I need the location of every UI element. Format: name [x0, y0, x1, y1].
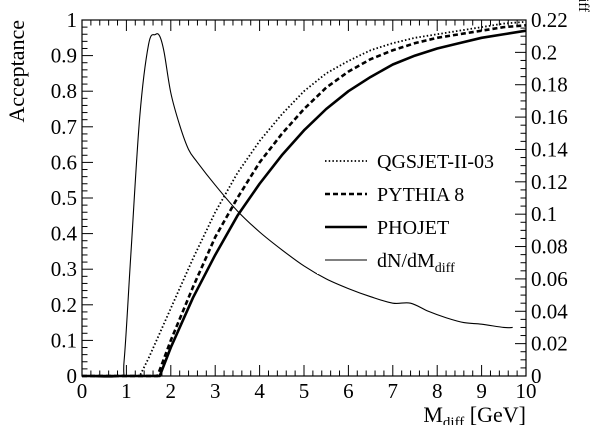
series-line-3	[81, 33, 513, 378]
y-tick-label: 0.4	[51, 222, 78, 246]
y2-tick-label: 0.14	[531, 137, 568, 161]
y-tick-label: 0.3	[51, 257, 77, 281]
series-line-2	[82, 29, 527, 378]
y-tick-label: 0.7	[51, 115, 77, 139]
y2-tick-label: 0.1	[531, 202, 557, 226]
legend-label-sub: diff	[435, 261, 455, 276]
x-axis-label-unit: [GeV]	[464, 402, 526, 425]
x-tick-label: 0	[77, 379, 88, 403]
y-tick-label: 0.8	[51, 79, 77, 103]
x-tick-label: 4	[254, 379, 265, 403]
y2-tick-label: 0	[531, 364, 542, 388]
x-tick-label: 2	[166, 379, 177, 403]
x-tick-label: 3	[210, 379, 221, 403]
y2-tick-label: 0.18	[531, 73, 568, 97]
y-tick-label: 0.2	[51, 293, 77, 317]
legend-label-main: PHOJET	[377, 217, 449, 239]
y2-axis-label: dN/dMdiff	[575, 0, 604, 12]
x-tick-label: 10	[516, 379, 537, 403]
y-tick-label: 0	[67, 364, 78, 388]
y-axis-label: Acceptance	[4, 20, 29, 123]
x-tick-label: 8	[432, 379, 443, 403]
y2-tick-label: 0.04	[531, 299, 568, 323]
legend-label-3: dN/dMdiff	[377, 250, 455, 276]
y2-tick-label: 0.02	[531, 332, 568, 356]
series-line-0	[82, 20, 527, 377]
legend-box	[317, 143, 505, 274]
x-tick-label: 5	[299, 379, 310, 403]
legend-label-main: PYTHIA 8	[377, 184, 464, 206]
y-tick-label: 1	[67, 8, 78, 32]
legend-label-2: PHOJET	[377, 217, 449, 239]
legend-label-main: dN/dM	[377, 250, 435, 272]
y-tick-label: 0.5	[51, 186, 77, 210]
series-line-1	[82, 24, 527, 378]
x-tick-label: 6	[343, 379, 354, 403]
y2-tick-label: 0.16	[531, 105, 568, 129]
legend-label-0: QGSJET-II-03	[377, 151, 494, 173]
x-axis-label-sub: diff	[443, 415, 464, 425]
legend-label-main: QGSJET-II-03	[377, 151, 494, 173]
x-tick-label: 7	[388, 379, 399, 403]
x-axis-label-main: M	[423, 402, 443, 425]
x-tick-label: 9	[476, 379, 487, 403]
y-tick-label: 0.6	[51, 150, 77, 174]
y2-tick-label: 0.12	[531, 170, 568, 194]
y2-tick-label: 0.08	[531, 235, 568, 259]
legend-label-1: PYTHIA 8	[377, 184, 464, 206]
y-tick-label: 0.1	[51, 328, 77, 352]
y2-tick-label: 0.22	[531, 8, 568, 32]
y-tick-label: 0.9	[51, 44, 77, 68]
y2-axis-label-sub: diff	[575, 0, 591, 12]
y2-tick-label: 0.06	[531, 267, 568, 291]
x-axis-label: Mdiff [GeV]	[423, 402, 526, 425]
x-tick-label: 1	[121, 379, 132, 403]
y2-tick-label: 0.2	[531, 40, 557, 64]
